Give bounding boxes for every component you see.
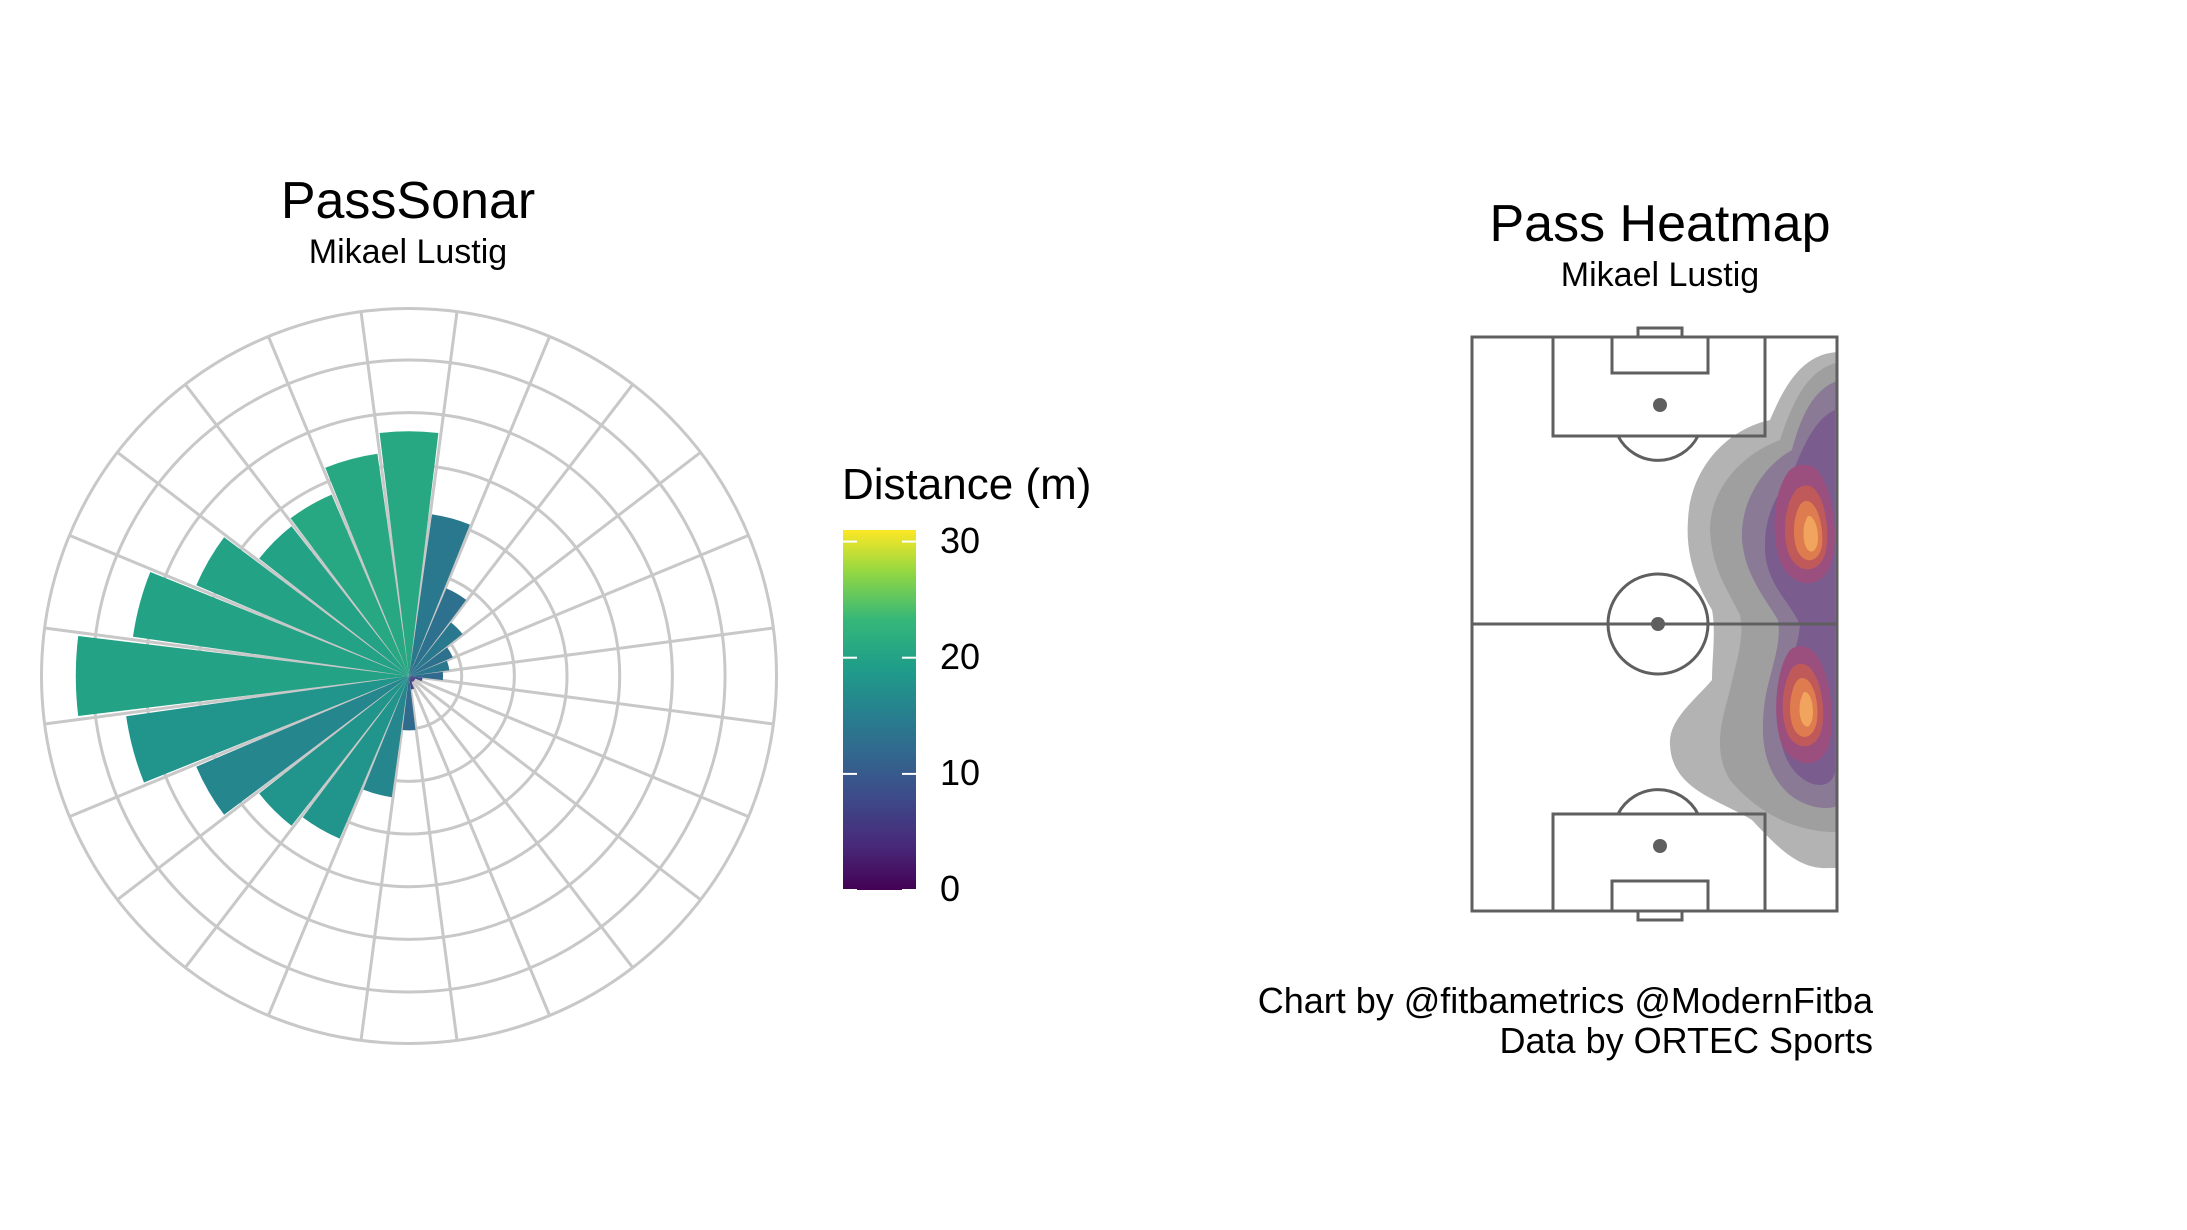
- sonar-grid-spoke: [408, 674, 774, 726]
- legend-title: Distance (m): [842, 460, 1092, 509]
- caption-chart-by: Chart by @fitbametrics @ModernFitba: [1257, 980, 1873, 1021]
- top-six-yard-box: [1610, 335, 1710, 375]
- sonar-bar: [196, 537, 409, 676]
- sonar-bar: [302, 676, 409, 839]
- sonar-grid-spoke: [68, 534, 410, 678]
- sonar-grid-spoke: [408, 674, 702, 901]
- sonar-bar: [409, 671, 444, 681]
- sonar-title: PassSonar: [280, 172, 536, 230]
- sonar-subtitle: Mikael Lustig: [308, 233, 508, 271]
- contour-level-7: [1790, 501, 1823, 737]
- colorbar-tick-label: 20: [940, 636, 981, 677]
- sonar-bar: [290, 494, 409, 676]
- sonar-grid-spoke: [408, 626, 774, 678]
- sonar-bar: [409, 676, 415, 682]
- sonar-grid-ring: [40, 307, 778, 1045]
- sonar-bar: [259, 676, 409, 826]
- sonar-bar: [402, 676, 416, 731]
- heatmap-subtitle: Mikael Lustig: [1560, 256, 1760, 294]
- heat-contours: [1669, 352, 1837, 869]
- sonar-grid-spoke: [116, 451, 410, 678]
- sonar-bar: [325, 453, 409, 676]
- sonar-bar: [379, 431, 439, 676]
- sonar-grid-spoke: [184, 675, 411, 969]
- sonar-bar: [133, 572, 409, 676]
- sonar-bar: [409, 676, 414, 683]
- pitch-spots: [1651, 398, 1667, 853]
- sonar-grid-spoke: [267, 675, 411, 1017]
- top-penalty-spot: [1653, 398, 1667, 412]
- sonar-grid-spoke: [359, 311, 411, 677]
- top-penalty-box: [1551, 335, 1767, 438]
- sonar-bar: [409, 647, 453, 676]
- sonar-grid-spoke: [359, 675, 411, 1041]
- sonar-grid-spoke: [407, 675, 551, 1017]
- sonar-bar: [409, 622, 463, 676]
- sonar-bar: [409, 676, 416, 681]
- sonar-bar: [409, 676, 415, 690]
- sonar-grid-spoke: [44, 674, 410, 726]
- sonar-bar: [409, 660, 450, 676]
- sonar-bar: [196, 676, 409, 815]
- caption-data-by: Data by ORTEC Sports: [1499, 1020, 1873, 1061]
- sonar-bar: [75, 636, 410, 716]
- sonar-bar: [259, 526, 409, 676]
- colorbar-tick-label: 0: [940, 868, 961, 909]
- colorbar-tick-label: 30: [940, 520, 981, 561]
- sonar-grid-spoke: [267, 335, 411, 677]
- sonar-bar: [409, 676, 423, 682]
- sonar-grid-spoke: [408, 534, 750, 678]
- bottom-six-yard-box: [1610, 879, 1710, 913]
- colorbar-rect: [843, 530, 916, 890]
- colorbar-ticks: [843, 540, 916, 891]
- bottom-penalty-spot: [1653, 839, 1667, 853]
- sonar-grid: [40, 307, 778, 1045]
- centre-spot: [1651, 617, 1665, 631]
- top-penalty-arc: [1616, 435, 1700, 462]
- sonar-grid-spoke: [408, 451, 702, 678]
- sonar-grid-spoke: [407, 335, 551, 677]
- bottom-goal: [1636, 909, 1684, 922]
- sonar-grid-spoke: [407, 675, 634, 969]
- sonar-grid-spoke: [407, 311, 459, 677]
- bottom-penalty-box: [1551, 812, 1767, 913]
- colorbar-tick-label: 10: [940, 752, 981, 793]
- sonar-bar: [363, 676, 409, 798]
- sonar-bar: [409, 588, 467, 676]
- sonar-grid-spoke: [407, 383, 634, 677]
- sonar-bars: [75, 431, 470, 839]
- contour-level-8: [1799, 516, 1818, 727]
- sonar-grid-spoke: [68, 674, 410, 818]
- pitch-markings: [1470, 326, 1839, 922]
- sonar-grid-spoke: [408, 674, 750, 818]
- sonar-grid-spoke: [407, 675, 459, 1041]
- sonar-bar: [409, 514, 470, 676]
- sonar-grid-spoke: [184, 383, 411, 677]
- sonar-grid-spoke: [116, 674, 410, 901]
- sonar-bar: [126, 676, 409, 783]
- sonar-grid-spoke: [44, 626, 410, 678]
- bottom-penalty-arc: [1616, 788, 1700, 815]
- top-goal: [1636, 326, 1684, 339]
- heatmap-title: Pass Heatmap: [1489, 195, 1831, 253]
- centre-circle: [1606, 572, 1710, 676]
